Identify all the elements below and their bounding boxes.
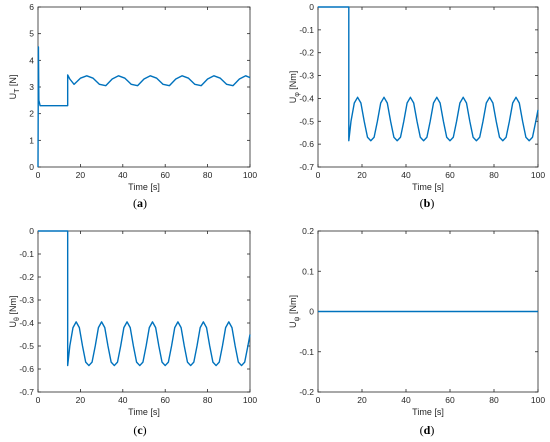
y-tick-label: -0.7 (299, 162, 314, 172)
y-tick-label: -0.1 (299, 347, 314, 357)
x-tick-label: 100 (243, 395, 257, 405)
x-tick-label: 80 (489, 170, 499, 180)
x-tick-label: 60 (160, 395, 170, 405)
axes-box (37, 6, 251, 168)
y-tick-label: 4 (29, 55, 34, 65)
y-tick-label: -0.1 (19, 249, 34, 259)
y-tick-label: 5 (29, 29, 34, 39)
x-tick-label: 60 (160, 170, 170, 180)
y-tick-label: 2 (29, 109, 34, 119)
x-tick-label: 80 (203, 395, 213, 405)
x-axis-label: Time [s] (412, 407, 444, 417)
y-tick-label: -0.2 (299, 48, 314, 58)
y-tick-label: 6 (29, 2, 34, 12)
y-tick-label: -0.3 (299, 71, 314, 81)
axes-box (317, 6, 539, 168)
y-tick-label: -0.6 (299, 139, 314, 149)
x-tick-label: 100 (243, 170, 257, 180)
y-tick-label: 0 (309, 2, 314, 12)
x-axis-label: Time [s] (128, 182, 160, 192)
series-line (38, 230, 251, 367)
x-axis-label: Time [s] (412, 182, 444, 192)
x-tick-label: 0 (316, 170, 321, 180)
x-tick-label: 20 (76, 395, 86, 405)
series-line (37, 46, 251, 168)
y-tick-label: 0.1 (302, 266, 314, 276)
x-tick-label: 60 (445, 395, 455, 405)
y-tick-label: -0.5 (299, 116, 314, 126)
subplot-d: 0 20 40 60 80 100 0.2 0.1 0 -0.1 -0.2 Time [s] Uψ [N… (288, 226, 545, 437)
x-axis-label: Time [s] (128, 407, 160, 417)
y-axis-label: Uθ [Nm] (8, 296, 21, 328)
y-tick-label: -0.3 (19, 295, 34, 305)
y-tick-label: -0.7 (19, 387, 34, 397)
subplot-c: 0 20 40 60 80 100 0 -0.1 -0.2 -0.3 -0.4 -0.5 -0.6 -0.… (8, 226, 257, 437)
series-line (318, 6, 539, 142)
y-tick-label: -0.1 (299, 25, 314, 35)
x-tick-label: 40 (401, 395, 411, 405)
y-tick-label: 0 (309, 307, 314, 317)
x-tick-label: 0 (316, 395, 321, 405)
y-tick-label: 0 (29, 162, 34, 172)
x-tick-label: 0 (36, 395, 41, 405)
x-tick-label: 80 (489, 395, 499, 405)
y-tick-label: -0.4 (19, 318, 34, 328)
x-tick-label: 40 (118, 170, 128, 180)
axes-box (37, 230, 251, 393)
subplot-a: 0 20 40 60 80 100 0 1 2 3 4 5 6 Time [s] UT [N] (a) (8, 2, 257, 210)
x-tick-label: 20 (357, 170, 367, 180)
x-tick-label: 40 (118, 395, 128, 405)
panel-caption: (a) (133, 196, 147, 210)
x-tick-label: 40 (401, 170, 411, 180)
y-tick-label: 0 (29, 226, 34, 236)
x-tick-label: 20 (357, 395, 367, 405)
y-tick-label: -0.2 (19, 272, 34, 282)
y-tick-label: -0.2 (299, 387, 314, 397)
x-tick-label: 0 (36, 170, 41, 180)
x-tick-label: 100 (531, 170, 545, 180)
panel-caption: (d) (420, 423, 435, 437)
y-axis-label: UT [N] (8, 75, 21, 100)
y-tick-label: -0.4 (299, 93, 314, 103)
x-tick-label: 60 (445, 170, 455, 180)
panel-caption: (b) (420, 196, 435, 210)
y-tick-label: -0.6 (19, 364, 34, 374)
subplot-b: 0 20 40 60 80 100 0 -0.1 -0.2 -0.3 -0.4 -0.5 -0.6 -0.… (288, 2, 545, 210)
x-tick-label: 100 (531, 395, 545, 405)
y-tick-label: -0.5 (19, 341, 34, 351)
y-tick-label: 0.2 (302, 226, 314, 236)
y-tick-label: 1 (29, 135, 34, 145)
y-tick-label: 3 (29, 82, 34, 92)
y-axis-label: Uφ [Nm] (288, 71, 301, 104)
panel-caption: (c) (133, 423, 146, 437)
x-tick-label: 80 (203, 170, 213, 180)
x-tick-label: 20 (76, 170, 86, 180)
y-axis-label: Uψ [Nm] (288, 295, 301, 328)
